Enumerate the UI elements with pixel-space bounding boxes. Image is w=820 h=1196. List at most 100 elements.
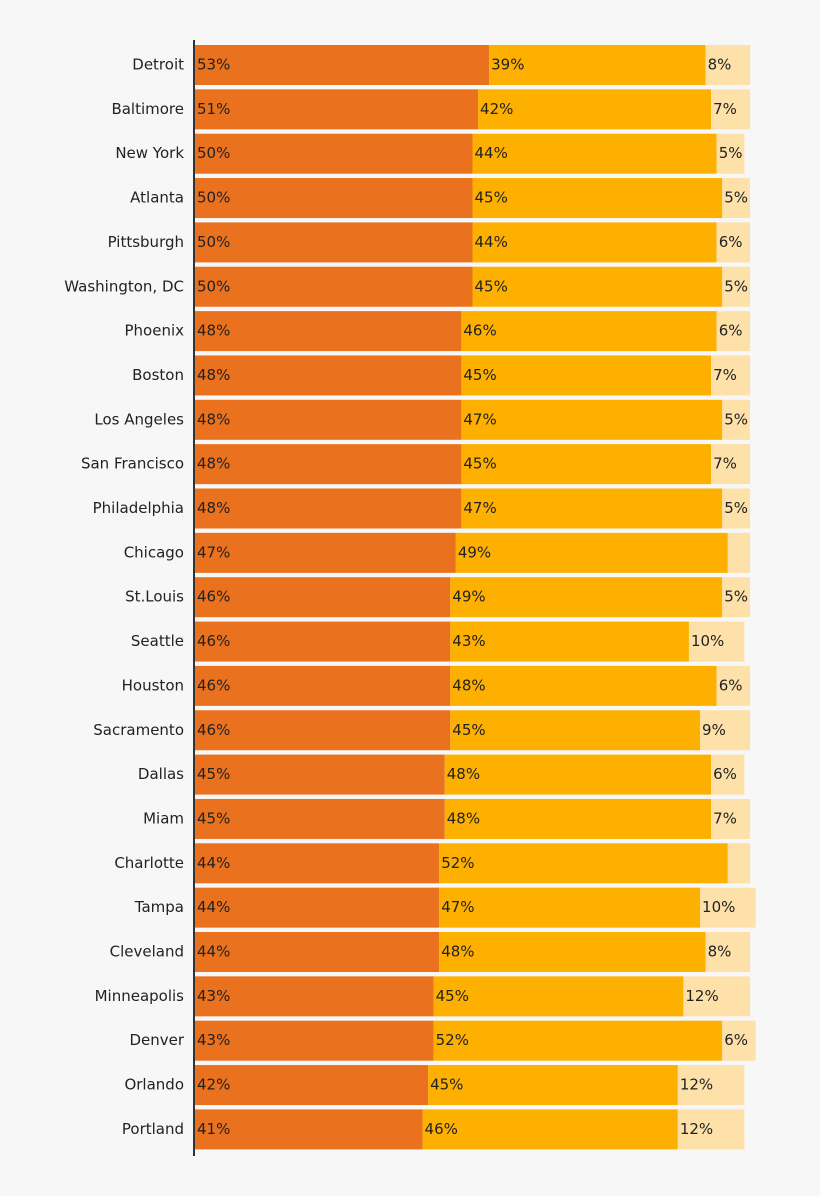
category-label: Pittsburgh xyxy=(108,233,184,251)
bar-segment xyxy=(195,887,440,928)
data-label: 48% xyxy=(447,765,480,783)
category-label: Miam xyxy=(143,809,184,827)
data-label: 5% xyxy=(724,588,748,606)
bar-segment xyxy=(439,887,701,928)
data-label: 51% xyxy=(197,100,230,118)
data-label: 10% xyxy=(702,898,735,916)
bar-segment xyxy=(444,798,712,839)
bar-segment xyxy=(716,311,750,352)
category-label: Boston xyxy=(132,366,184,384)
data-label: 9% xyxy=(702,721,726,739)
bar-segment xyxy=(711,754,745,795)
data-label: 46% xyxy=(197,588,230,606)
bar-segment xyxy=(195,1065,429,1106)
data-label: 45% xyxy=(436,987,469,1005)
data-label: 48% xyxy=(197,366,230,384)
bar-segment xyxy=(195,133,473,174)
bar-segment xyxy=(195,754,445,795)
data-label: 5% xyxy=(724,410,748,428)
category-label: Seattle xyxy=(131,632,184,650)
data-label: 6% xyxy=(713,765,737,783)
data-label: 12% xyxy=(680,1120,713,1138)
bar-segment xyxy=(450,621,689,662)
data-label: 48% xyxy=(452,676,485,694)
data-label: 43% xyxy=(197,987,230,1005)
bar-segment xyxy=(716,133,745,174)
bar-segment xyxy=(195,1020,434,1061)
data-label: 5% xyxy=(724,277,748,295)
data-label: 44% xyxy=(197,898,230,916)
category-label: Orlando xyxy=(124,1076,184,1094)
data-label: 44% xyxy=(475,144,508,162)
bar-segment xyxy=(711,798,750,839)
bar-segment xyxy=(722,266,750,307)
data-label: 8% xyxy=(708,56,732,74)
data-label: 5% xyxy=(719,144,743,162)
data-label: 45% xyxy=(463,455,496,473)
bar-segment xyxy=(722,488,750,529)
data-label: 6% xyxy=(719,322,743,340)
data-label: 42% xyxy=(480,100,513,118)
data-label: 48% xyxy=(447,809,480,827)
bar-segment xyxy=(677,1109,745,1150)
category-label: New York xyxy=(115,144,184,162)
bar-segment xyxy=(439,843,728,884)
data-label: 41% xyxy=(197,1120,230,1138)
data-label: 12% xyxy=(680,1076,713,1094)
bar-segment xyxy=(195,222,473,263)
bar-segment xyxy=(195,577,451,618)
bar-segment xyxy=(461,488,723,529)
bar-segment xyxy=(195,89,479,130)
data-label: 50% xyxy=(197,189,230,207)
bar-segment xyxy=(195,266,473,307)
data-label: 49% xyxy=(458,543,491,561)
category-label: Los Angeles xyxy=(94,410,184,428)
bar-segment xyxy=(195,710,451,751)
category-label: Minneapolis xyxy=(95,987,185,1005)
bar-segment xyxy=(195,976,434,1017)
data-label: 45% xyxy=(475,189,508,207)
bar-segment xyxy=(700,887,756,928)
bar-segment xyxy=(444,754,712,795)
data-label: 48% xyxy=(441,943,474,961)
data-label: 7% xyxy=(713,455,737,473)
bar-segment xyxy=(450,577,723,618)
data-label: 50% xyxy=(197,233,230,251)
bar-segment xyxy=(711,355,750,396)
bar-segment xyxy=(727,532,750,573)
data-label: 52% xyxy=(441,854,474,872)
bar-segment xyxy=(439,932,706,972)
category-label: Philadelphia xyxy=(93,499,184,517)
bar-segment xyxy=(195,311,462,352)
bar-segment xyxy=(195,532,456,573)
bar-segment xyxy=(688,621,745,662)
data-label: 49% xyxy=(452,588,485,606)
data-label: 7% xyxy=(713,809,737,827)
bar-segment xyxy=(711,89,750,130)
category-label: Tampa xyxy=(134,898,184,916)
data-label: 50% xyxy=(197,144,230,162)
data-label: 47% xyxy=(463,499,496,517)
bar-segment xyxy=(461,444,712,485)
bar-segment xyxy=(195,355,462,396)
category-label: Baltimore xyxy=(111,100,184,118)
bar-segment xyxy=(461,355,712,396)
bar-segment xyxy=(722,178,750,219)
data-label: 10% xyxy=(691,632,724,650)
bar-segment xyxy=(195,932,440,972)
category-label: Sacramento xyxy=(93,721,184,739)
data-label: 43% xyxy=(197,1031,230,1049)
data-label: 7% xyxy=(713,366,737,384)
category-label: St.Louis xyxy=(125,588,184,606)
category-label: Chicago xyxy=(124,543,184,561)
bar-segment xyxy=(433,976,684,1017)
category-label: Charlotte xyxy=(114,854,184,872)
bar-segment xyxy=(711,444,750,485)
data-label: 45% xyxy=(197,809,230,827)
data-label: 45% xyxy=(430,1076,463,1094)
bar-segment xyxy=(722,399,750,440)
bar-segment xyxy=(722,1020,756,1061)
data-label: 46% xyxy=(197,721,230,739)
bar-segment xyxy=(195,444,462,485)
